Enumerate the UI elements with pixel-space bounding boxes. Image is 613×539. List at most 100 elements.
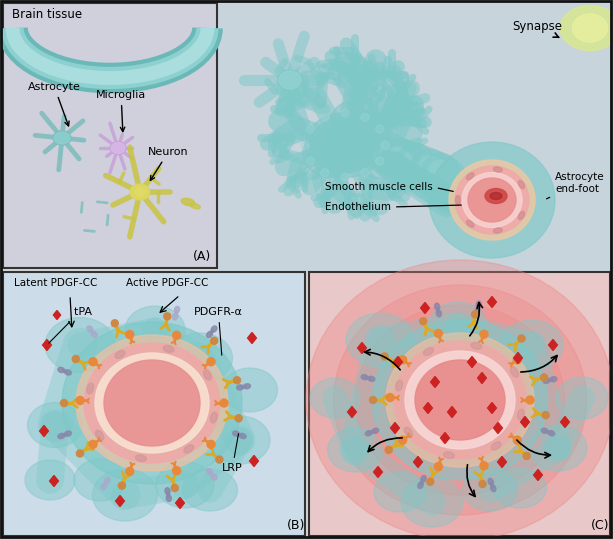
Polygon shape <box>533 469 543 480</box>
Ellipse shape <box>357 141 403 179</box>
Circle shape <box>164 313 171 320</box>
Text: (A): (A) <box>193 250 211 263</box>
Ellipse shape <box>346 313 414 367</box>
Ellipse shape <box>184 445 194 453</box>
Ellipse shape <box>111 142 125 154</box>
Polygon shape <box>498 457 506 467</box>
Circle shape <box>541 374 547 381</box>
Polygon shape <box>520 417 530 427</box>
Circle shape <box>207 358 215 365</box>
Circle shape <box>542 412 549 419</box>
Circle shape <box>77 450 83 457</box>
Polygon shape <box>390 423 400 433</box>
Text: (C): (C) <box>591 519 609 532</box>
Circle shape <box>420 317 427 324</box>
Circle shape <box>126 330 134 338</box>
Ellipse shape <box>58 433 65 439</box>
Ellipse shape <box>135 455 147 461</box>
Ellipse shape <box>365 431 372 436</box>
Ellipse shape <box>278 70 302 90</box>
Ellipse shape <box>165 488 170 495</box>
Circle shape <box>306 157 314 165</box>
Ellipse shape <box>444 452 454 459</box>
Ellipse shape <box>386 333 534 467</box>
Ellipse shape <box>310 118 380 172</box>
Polygon shape <box>561 417 569 427</box>
Circle shape <box>513 436 521 444</box>
Circle shape <box>479 481 486 488</box>
Polygon shape <box>441 432 449 444</box>
Ellipse shape <box>306 260 613 539</box>
Ellipse shape <box>189 203 200 209</box>
Ellipse shape <box>455 166 529 234</box>
Ellipse shape <box>279 71 301 89</box>
Ellipse shape <box>455 196 460 204</box>
Ellipse shape <box>511 367 519 377</box>
Ellipse shape <box>493 468 547 508</box>
Polygon shape <box>42 340 51 350</box>
Text: LRP: LRP <box>222 434 243 473</box>
Circle shape <box>361 169 369 177</box>
Circle shape <box>341 109 349 117</box>
Ellipse shape <box>466 220 474 227</box>
Ellipse shape <box>156 462 214 508</box>
Circle shape <box>386 393 394 402</box>
Text: PDGFR-α: PDGFR-α <box>194 307 243 355</box>
Ellipse shape <box>550 377 557 382</box>
Circle shape <box>234 377 240 384</box>
Ellipse shape <box>223 368 278 412</box>
Ellipse shape <box>435 303 440 310</box>
Ellipse shape <box>401 477 463 527</box>
Circle shape <box>341 173 349 181</box>
Circle shape <box>361 113 369 121</box>
Circle shape <box>235 415 242 422</box>
Text: Smooth muscle cells: Smooth muscle cells <box>325 182 453 192</box>
Ellipse shape <box>28 403 83 447</box>
Polygon shape <box>53 310 61 320</box>
Ellipse shape <box>333 285 587 515</box>
Ellipse shape <box>211 474 217 480</box>
Ellipse shape <box>548 431 555 436</box>
Ellipse shape <box>421 475 426 482</box>
Ellipse shape <box>361 375 368 380</box>
Circle shape <box>173 331 181 340</box>
Ellipse shape <box>110 142 126 155</box>
Ellipse shape <box>210 416 270 464</box>
Ellipse shape <box>491 442 501 450</box>
Ellipse shape <box>501 320 563 370</box>
Circle shape <box>427 478 434 485</box>
Text: Endothelium: Endothelium <box>325 202 461 212</box>
Polygon shape <box>478 372 486 384</box>
Ellipse shape <box>373 320 547 480</box>
Ellipse shape <box>181 198 195 206</box>
Polygon shape <box>493 423 503 433</box>
Ellipse shape <box>54 132 70 144</box>
Ellipse shape <box>529 425 587 471</box>
Ellipse shape <box>310 378 360 418</box>
Circle shape <box>385 446 392 453</box>
Ellipse shape <box>436 310 441 317</box>
Ellipse shape <box>493 167 503 172</box>
Ellipse shape <box>396 380 403 391</box>
Ellipse shape <box>207 468 213 475</box>
Circle shape <box>398 436 406 444</box>
Polygon shape <box>514 353 522 363</box>
Circle shape <box>216 456 223 463</box>
Ellipse shape <box>517 409 524 420</box>
Ellipse shape <box>166 495 171 501</box>
Circle shape <box>435 329 443 337</box>
Circle shape <box>381 353 388 360</box>
Circle shape <box>61 399 67 406</box>
Text: Latent PDGF-CC: Latent PDGF-CC <box>14 278 97 288</box>
Ellipse shape <box>239 433 246 439</box>
Ellipse shape <box>64 370 71 375</box>
Ellipse shape <box>368 376 375 382</box>
Polygon shape <box>218 0 613 270</box>
Ellipse shape <box>64 431 71 436</box>
Circle shape <box>207 440 215 448</box>
Ellipse shape <box>466 173 474 179</box>
Ellipse shape <box>93 469 158 521</box>
Ellipse shape <box>490 192 502 199</box>
Ellipse shape <box>204 370 211 380</box>
Circle shape <box>435 462 443 471</box>
